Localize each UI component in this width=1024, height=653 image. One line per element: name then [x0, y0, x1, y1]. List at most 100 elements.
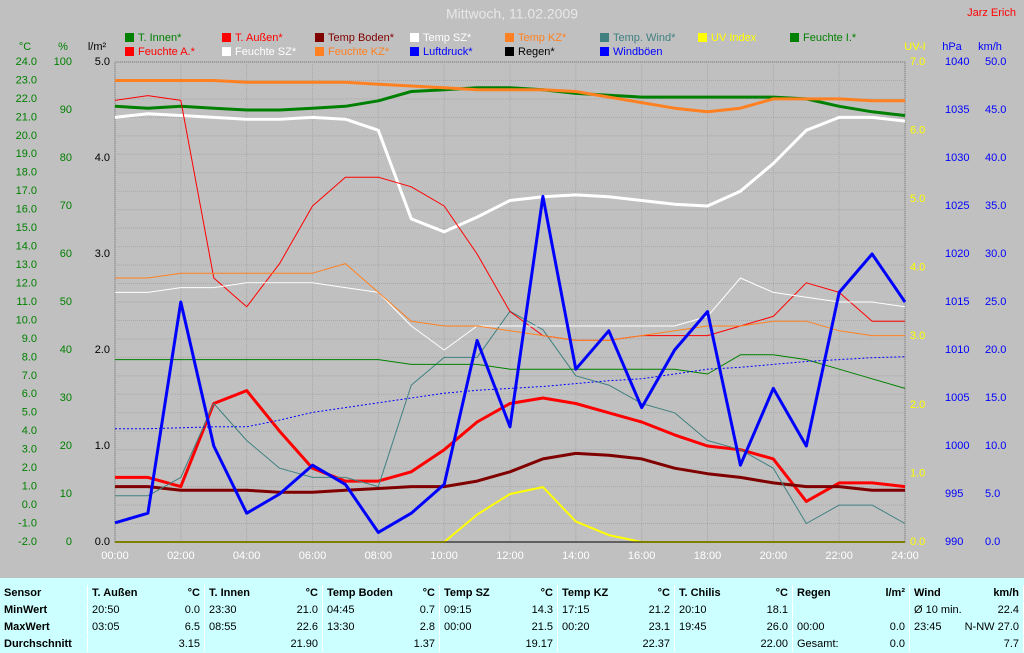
legend-swatch — [790, 33, 799, 42]
y-tick-label: 1035 — [945, 104, 969, 116]
y-tick-label: 1010 — [945, 344, 969, 356]
legend-label: Temp SZ* — [423, 32, 472, 44]
legend-swatch — [125, 47, 134, 56]
legend-swatch — [600, 33, 609, 42]
y-tick-label: 7.0 — [22, 370, 37, 382]
cell-text: N-NW 27.0 — [964, 621, 1019, 633]
cell-text: Gesamt: — [797, 638, 839, 650]
x-tick-label: 04:00 — [233, 550, 261, 562]
x-tick-label: 06:00 — [299, 550, 327, 562]
y-tick-label: 1005 — [945, 392, 969, 404]
legend-label: Temp. Wind* — [613, 32, 676, 44]
y-tick-label: 100 — [54, 56, 72, 68]
y-tick-label: 30 — [60, 392, 72, 404]
legend-label: Feuchte KZ* — [328, 46, 390, 58]
cell-text: 00:00 — [444, 621, 472, 633]
table-cell — [793, 602, 910, 618]
axis-unit: l/m² — [88, 41, 107, 53]
y-tick-label: 4.0 — [910, 262, 925, 274]
cell-text: 22.6 — [296, 621, 318, 633]
legend-swatch — [315, 33, 324, 42]
cell-text: 0.0 — [889, 621, 905, 633]
x-tick-label: 00:00 — [101, 550, 129, 562]
y-tick-label: 995 — [945, 488, 963, 500]
cell-text: 21.5 — [531, 621, 553, 633]
y-tick-label: 50 — [60, 296, 72, 308]
axis-unit: UV-I — [904, 41, 925, 53]
y-tick-label: 1.0 — [95, 440, 110, 452]
cell-text: °C — [540, 587, 553, 599]
y-tick-label: 1.0 — [910, 467, 925, 479]
cell-text: Wind — [914, 587, 941, 599]
table-cell: Ø 10 min. 22.4 — [910, 602, 1024, 618]
y-tick-label: 50.0 — [985, 56, 1006, 68]
series-line — [114, 194, 907, 534]
cell-text: 00:20 — [562, 621, 590, 633]
cell-text: 00:00 — [797, 621, 825, 633]
table-cell: Temp Boden °C — [323, 585, 440, 601]
cell-text: °C — [305, 587, 318, 599]
y-tick-label: 35.0 — [985, 200, 1006, 212]
y-tick-label: 25.0 — [985, 296, 1006, 308]
y-tick-label: 5.0 — [985, 488, 1000, 500]
legend-label: Feuchte I.* — [803, 32, 857, 44]
cell-text: 23:45 — [914, 621, 942, 633]
cell-text: 22.4 — [997, 604, 1019, 616]
cell-text: 21.90 — [290, 638, 318, 650]
y-tick-label: 24.0 — [16, 56, 37, 68]
table-cell: 3.15 — [88, 636, 205, 652]
y-tick-label: 0.0 — [95, 536, 110, 548]
cell-text: 0.7 — [419, 604, 435, 616]
table-cell: 22.00 — [675, 636, 793, 652]
table-cell: 20:50 0.0 — [88, 602, 205, 618]
y-tick-label: 12.0 — [16, 277, 37, 289]
table-cell: 23:30 21.0 — [205, 602, 323, 618]
cell-text: T. Außen — [92, 587, 138, 599]
table-cell: Temp KZ °C — [558, 585, 675, 601]
table-cell: Sensor — [0, 585, 88, 601]
y-tick-label: 4.0 — [95, 152, 110, 164]
y-tick-label: 5.0 — [910, 193, 925, 205]
table-cell: T. Chilis °C — [675, 585, 793, 601]
y-tick-label: 20.0 — [16, 130, 37, 142]
y-tick-label: 90 — [60, 104, 72, 116]
series-line — [115, 277, 906, 351]
cell-text: 1.37 — [413, 638, 435, 650]
cell-text: 14.3 — [531, 604, 553, 616]
y-tick-label: 1.0 — [22, 481, 37, 493]
cell-text: Regen — [797, 587, 831, 599]
table-cell: Gesamt: 0.0 — [793, 636, 910, 652]
y-tick-label: 11.0 — [16, 296, 37, 308]
axis-unit: % — [58, 41, 68, 53]
cell-text: MinWert — [4, 604, 48, 616]
table-cell: Durchschnitt — [0, 636, 88, 652]
table-cell: 19.17 — [440, 636, 558, 652]
series-line — [114, 112, 906, 234]
chart: Mittwoch, 11.02.2009 Jarz Erich °C -2.0 -1… — [16, 6, 1016, 562]
cell-text: 21.0 — [296, 604, 318, 616]
cell-text: 22.00 — [760, 638, 788, 650]
y-tick-label: 1030 — [945, 152, 969, 164]
legend-label: Temp Boden* — [328, 32, 395, 44]
cell-text: Temp SZ — [444, 587, 490, 599]
axis-unit: °C — [19, 41, 31, 53]
table-cell: T. Innen °C — [205, 585, 323, 601]
y-tick-label: 6.0 — [910, 124, 925, 136]
cell-text: 7.7 — [1003, 638, 1019, 650]
y-tick-label: 1000 — [945, 440, 969, 452]
cell-text: °C — [422, 587, 435, 599]
table-cell: MinWert — [0, 602, 88, 618]
x-tick-label: 20:00 — [760, 550, 788, 562]
y-tick-label: 30.0 — [985, 248, 1006, 260]
table-cell: 03:05 6.5 — [88, 619, 205, 635]
y-tick-label: 990 — [945, 536, 963, 548]
cell-text: Temp Boden — [327, 587, 393, 599]
legend-label: Feuchte A.* — [138, 46, 196, 58]
legend-swatch — [222, 33, 231, 42]
legend-swatch — [600, 47, 609, 56]
legend-label: Feuchte SZ* — [235, 46, 297, 58]
legend-label: Regen* — [518, 46, 555, 58]
cell-text: 2.8 — [419, 621, 435, 633]
series-line — [115, 354, 906, 389]
